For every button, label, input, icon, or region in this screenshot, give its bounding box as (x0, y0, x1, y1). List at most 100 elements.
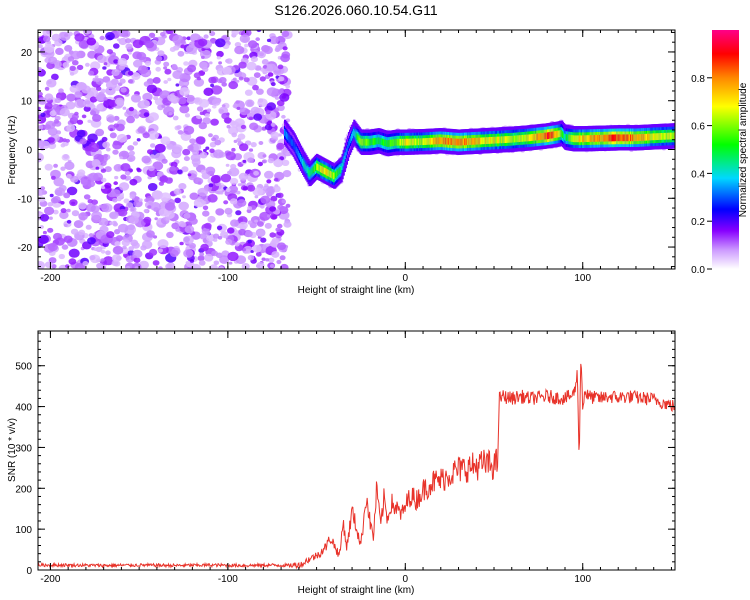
heatmap-noise-blob (209, 61, 213, 65)
heatmap-noise-blob (134, 266, 139, 269)
heatmap-noise-blob (38, 196, 46, 203)
heatmap-noise-blob (149, 248, 158, 256)
heatmap-noise-blob (204, 222, 212, 229)
heatmap-noise-blob (222, 35, 228, 41)
heatmap-noise-blob (266, 87, 278, 97)
heatmap-noise-blob (160, 192, 172, 202)
heatmap-noise-blob (152, 260, 160, 266)
heatmap-noise-blob (242, 186, 248, 191)
heatmap-noise-blob (82, 30, 92, 35)
heatmap-noise-blob (128, 246, 134, 251)
heatmap-noise-blob (252, 187, 264, 197)
heatmap-noise-blob (132, 249, 143, 259)
heatmap-noise-blob (227, 227, 235, 234)
heatmap-noise-blob (143, 112, 150, 117)
heatmap-noise-blob (220, 231, 229, 238)
heatmap-noise-blob (126, 115, 135, 124)
heatmap-noise-blob (78, 212, 88, 221)
heatmap-noise-blob (94, 75, 99, 79)
heatmap-noise-blob (227, 251, 239, 262)
heatmap-noise-blob (128, 106, 134, 112)
heatmap-noise-blob (141, 240, 153, 250)
heatmap-noise-blob (132, 39, 144, 49)
heatmap-noise-blob (277, 64, 284, 70)
heatmap-noise-blob (124, 38, 132, 44)
heatmap-noise-blob (225, 58, 233, 64)
heatmap-noise-blob (39, 225, 44, 229)
heatmap-noise-blob (117, 58, 128, 66)
heatmap-noise-blob (216, 225, 223, 231)
heatmap-noise-blob (78, 40, 89, 49)
heatmap-noise-blob (226, 124, 231, 129)
heatmap-noise-blob (252, 244, 262, 253)
heatmap-noise-blob (193, 72, 201, 79)
heatmap-noise-blob (231, 30, 239, 36)
heatmap-noise-blob (74, 99, 86, 109)
heatmap-noise-blob (203, 148, 207, 153)
heatmap-noise-blob (133, 59, 143, 68)
heatmap-noise-blob (211, 137, 217, 142)
heatmap-noise-blob (193, 97, 203, 105)
heatmap-noise-blob (239, 143, 249, 152)
heatmap-ridge-cell (540, 133, 543, 140)
heatmap-noise-blob (60, 208, 67, 214)
heatmap-noise-blob (265, 110, 271, 115)
heatmap-noise-blob (95, 128, 105, 137)
heatmap-noise-blob (118, 37, 128, 46)
heatmap-noise-blob (69, 85, 79, 93)
heatmap-noise-blob (42, 30, 53, 37)
heatmap-noise-blob (245, 99, 255, 108)
heatmap-noise-blob (85, 62, 90, 67)
heatmap-noise-blob (247, 220, 253, 225)
heatmap-noise-blob (44, 93, 54, 101)
heatmap-noise-blob (183, 61, 189, 66)
heatmap-noise-blob (70, 175, 79, 183)
heatmap-noise-blob (126, 202, 134, 209)
heatmap-noise-blob (238, 76, 244, 81)
heatmap-noise-blob (281, 30, 290, 38)
heatmap-noise-blob (158, 266, 163, 269)
heatmap-noise-blob (218, 106, 229, 115)
heatmap-noise-blob (281, 159, 290, 166)
heatmap-noise-blob (136, 168, 142, 173)
heatmap-noise-blob (63, 192, 71, 199)
heatmap-noise-blob (109, 211, 119, 220)
heatmap-noise-blob (104, 182, 112, 189)
heatmap-noise-blob (106, 231, 115, 239)
heatmap-noise-blob (235, 79, 240, 83)
heatmap-noise-blob (246, 184, 256, 192)
heatmap-noise-blob (202, 210, 210, 217)
heatmap-noise-blob (89, 110, 97, 116)
heatmap-noise-blob (212, 104, 217, 109)
heatmap-noise-blob (68, 258, 77, 265)
heatmap-noise-blob (267, 214, 271, 218)
heatmap-noise-blob (213, 238, 218, 242)
heatmap-noise-blob (89, 255, 96, 261)
heatmap-noise-blob (260, 195, 271, 204)
heatmap-noise-blob (112, 149, 119, 155)
heatmap-ridge-cell (598, 134, 601, 142)
heatmap-noise-blob (114, 175, 119, 180)
heatmap-noise-blob (137, 65, 149, 75)
heatmap-noise-blob (266, 102, 277, 111)
heatmap-noise-blob (192, 149, 200, 156)
heatmap-noise-blob (172, 115, 179, 121)
heatmap-noise-blob (266, 63, 277, 72)
heatmap-noise-blob (232, 103, 238, 109)
heatmap-noise-blob (249, 122, 259, 131)
heatmap-noise-blob (105, 31, 115, 41)
heatmap-noise-blob (269, 232, 276, 238)
heatmap-noise-blob (93, 247, 99, 251)
heatmap-noise-blob (163, 66, 168, 70)
heatmap-noise-blob (203, 87, 214, 97)
x-tick-label: 0 (403, 273, 409, 284)
heatmap-noise-blob (183, 249, 194, 258)
heatmap-noise-blob (223, 117, 232, 124)
heatmap-noise-blob (44, 163, 53, 171)
heatmap-noise-blob (143, 208, 149, 213)
heatmap-noise-blob (265, 258, 270, 262)
heatmap-noise-blob (276, 192, 284, 199)
heatmap-noise-blob (136, 138, 141, 142)
heatmap-ridge-cell (524, 134, 527, 142)
heatmap-noise-blob (89, 96, 98, 103)
